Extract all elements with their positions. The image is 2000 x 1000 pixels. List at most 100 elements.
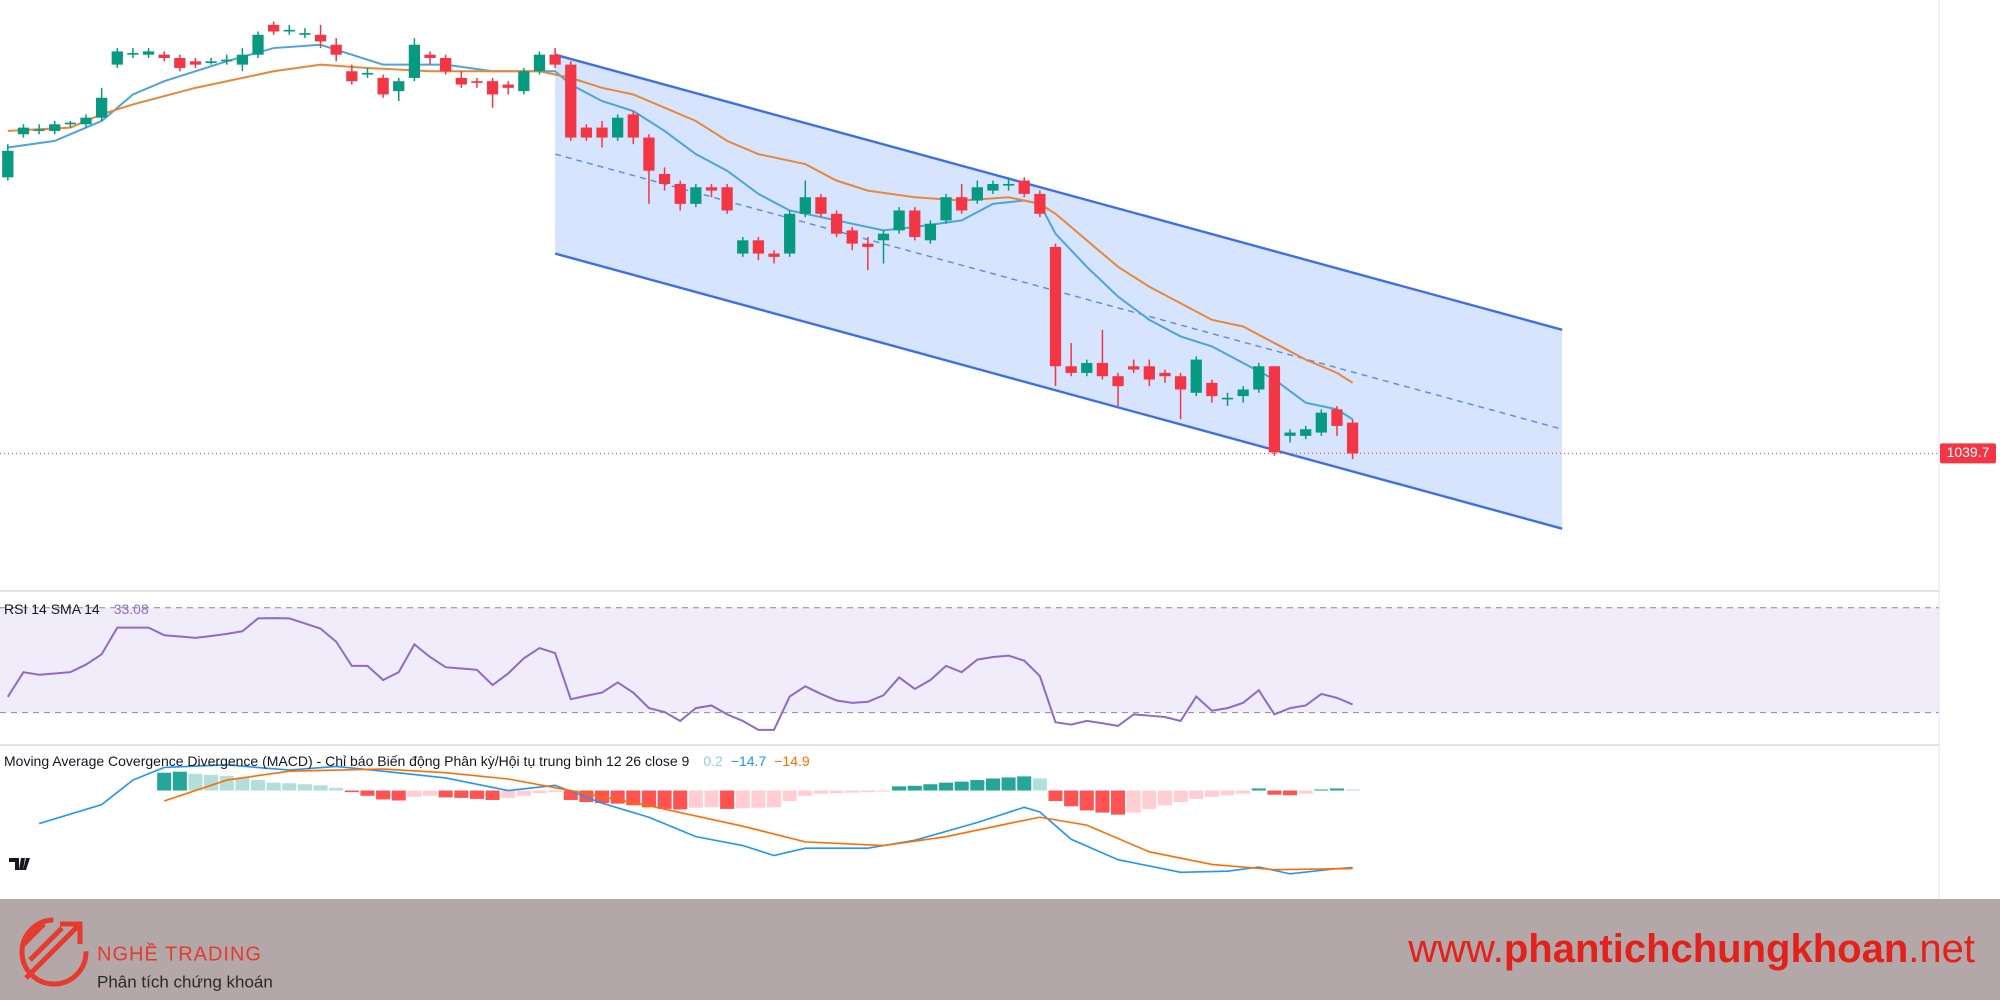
candle-body <box>1081 362 1093 373</box>
macd-line-value: −14.7 <box>731 753 767 769</box>
candle-body <box>2 150 14 178</box>
histogram-bar <box>1220 790 1235 796</box>
candle-body <box>1206 382 1218 397</box>
candle-body <box>346 71 358 82</box>
candle-body <box>1143 366 1155 380</box>
candle-body <box>643 137 655 171</box>
histogram-bar <box>250 780 266 791</box>
candle-body <box>471 81 483 83</box>
candle-body <box>752 240 765 254</box>
footer-logo <box>19 917 89 987</box>
axis-layer: 1039.7 <box>1940 443 1996 464</box>
histogram-bar <box>157 772 172 791</box>
histogram-bar <box>970 780 985 791</box>
histogram-bar <box>798 790 813 796</box>
histogram-bar <box>485 790 500 800</box>
histogram-bar <box>782 790 797 802</box>
histogram-bar <box>720 790 735 809</box>
candle-body <box>674 183 686 204</box>
histogram-bar <box>501 790 516 798</box>
histogram-bar <box>923 784 938 791</box>
histogram-bar <box>907 785 922 791</box>
candle-body <box>1315 412 1327 433</box>
macd-signal-value: −14.9 <box>774 753 810 769</box>
candle-body <box>127 53 139 55</box>
histogram-bar <box>610 790 625 804</box>
candle-body <box>580 127 593 138</box>
histogram-bar <box>688 790 703 808</box>
macd-legend: Moving Average Covergence Divergence (MA… <box>4 753 810 769</box>
histogram-bar <box>860 790 875 793</box>
histogram-bar <box>548 790 563 793</box>
histogram-bar <box>1142 790 1157 809</box>
histogram-bar <box>438 790 453 798</box>
histogram-bar <box>391 790 406 801</box>
candle-body <box>221 59 233 62</box>
candle-body <box>1331 409 1343 426</box>
histogram-bar <box>1298 790 1313 794</box>
candle-body <box>705 187 718 191</box>
channel-upper <box>554 53 1563 331</box>
candle-body <box>189 61 202 65</box>
histogram-bar <box>939 782 954 791</box>
candle-body <box>893 210 905 231</box>
candle-body <box>408 44 421 78</box>
histogram-bar <box>1048 790 1063 802</box>
candle-body <box>49 124 61 131</box>
histogram-bar <box>1111 790 1126 815</box>
candle-body <box>924 223 937 241</box>
histogram-bar <box>954 781 969 791</box>
candle-body <box>690 187 702 204</box>
histogram-bar <box>985 778 1000 791</box>
candle-body <box>299 33 311 35</box>
candle-body <box>1112 376 1124 387</box>
candle-body <box>1284 432 1296 436</box>
candle-body <box>142 51 155 55</box>
candle-body <box>174 58 186 68</box>
footer-bar <box>0 899 2000 1000</box>
histogram-bar <box>704 790 719 808</box>
candle-body <box>1018 180 1030 194</box>
candle-body <box>1002 183 1015 186</box>
candle-body <box>987 183 999 191</box>
candle-body <box>1034 193 1046 214</box>
logo-mark <box>9 858 30 870</box>
histogram-bar <box>1157 790 1173 806</box>
histogram-bar <box>1173 790 1188 803</box>
histogram-bar <box>1001 777 1016 791</box>
candle-body <box>658 174 671 184</box>
candle-body <box>940 197 952 221</box>
histogram-bar <box>766 790 782 808</box>
candle-body <box>236 54 249 65</box>
candle-body <box>64 122 76 125</box>
candle-body <box>158 54 170 59</box>
histogram-bar <box>657 790 672 809</box>
macd-line <box>38 764 1353 875</box>
candle-body <box>1221 397 1234 400</box>
candle-body <box>502 84 514 88</box>
histogram-bar <box>172 771 187 791</box>
histogram-bar <box>1204 790 1219 797</box>
logo-ring <box>19 917 89 987</box>
candle-body <box>971 187 983 201</box>
candle-body <box>1159 372 1171 377</box>
histogram-bar <box>829 790 844 794</box>
candle-body <box>424 54 436 59</box>
candle-body <box>956 197 968 211</box>
candle-body <box>721 187 733 211</box>
histogram-bar <box>532 790 547 794</box>
histogram-bar <box>422 790 438 796</box>
candle-body <box>252 34 264 55</box>
candle-body <box>314 34 327 42</box>
histogram-bar <box>1267 790 1282 795</box>
rsi-legend: RSI 14 SMA 14 33.08 <box>4 601 149 617</box>
candle-body <box>17 127 30 135</box>
url-name: phantichchungkhoan <box>1504 927 1908 971</box>
candle-body <box>1128 366 1140 370</box>
candle-body <box>533 54 546 72</box>
candle-body <box>1049 246 1062 367</box>
histogram-bar <box>297 784 312 791</box>
macd-title: Moving Average Covergence Divergence (MA… <box>4 753 690 769</box>
histogram-bar <box>344 790 359 793</box>
